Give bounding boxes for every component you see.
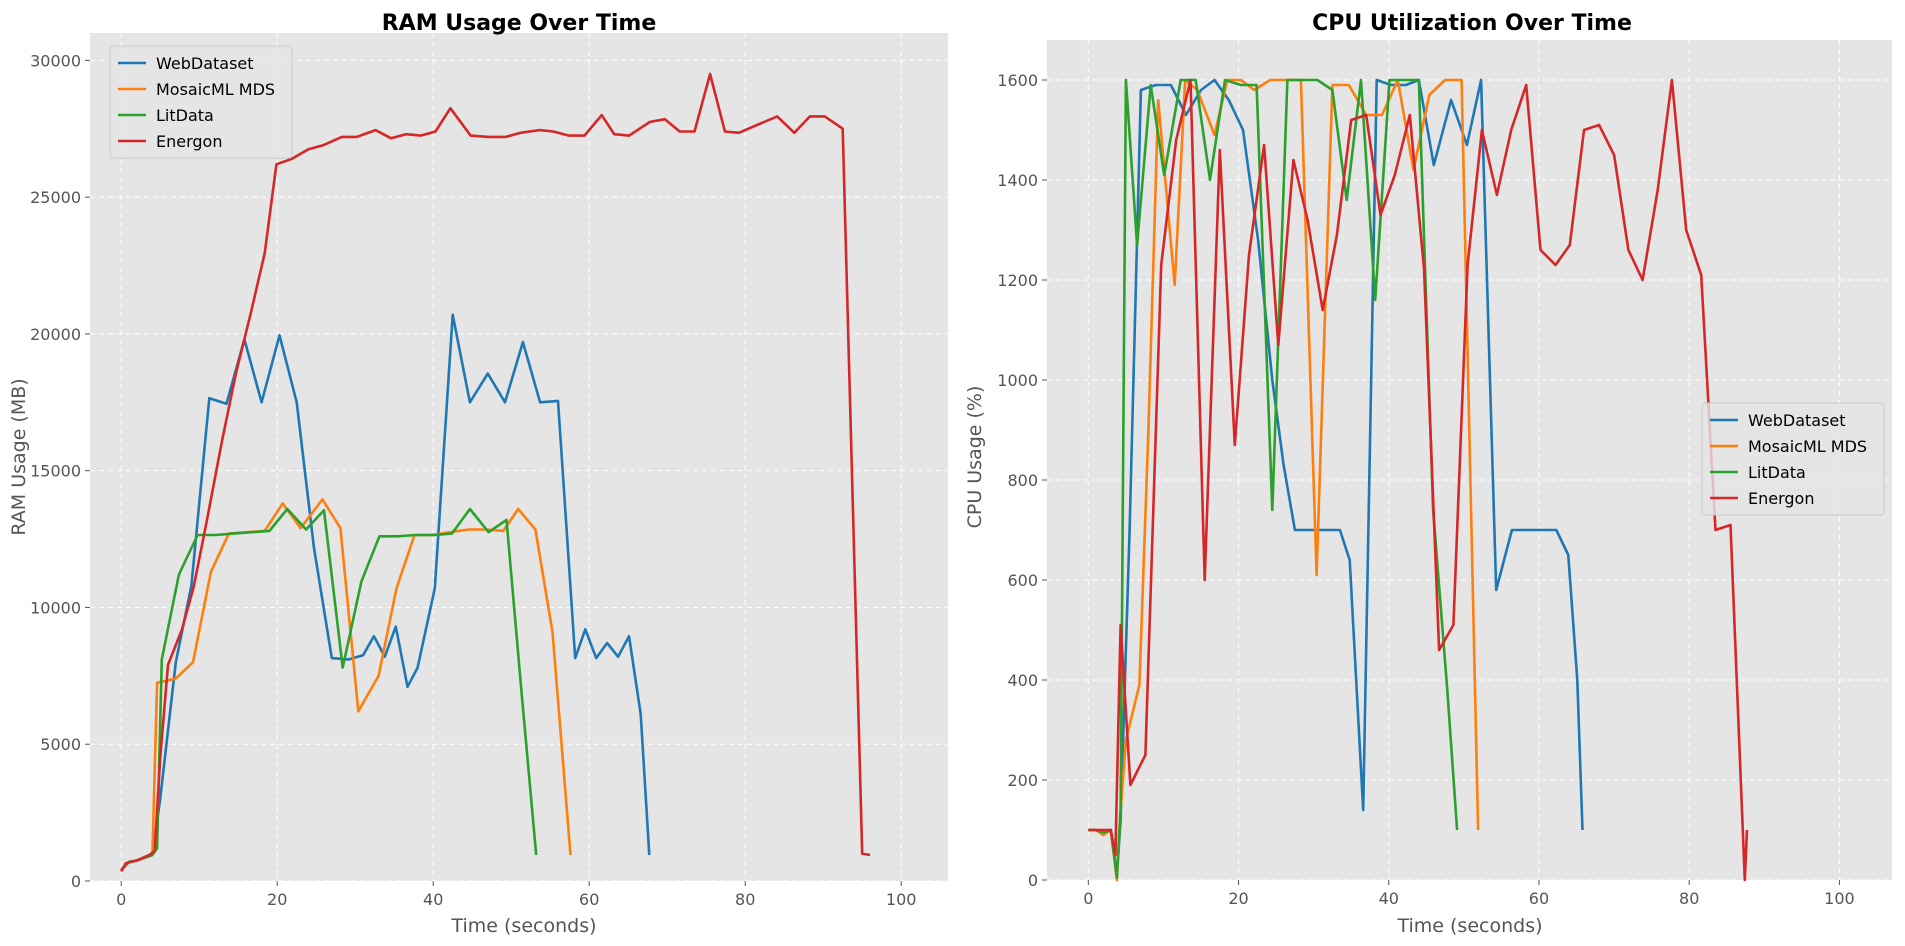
ram-usage-chart: 0 20 40 60 80 100 0 5000 10000 15000 20000 25000 30… [8, 11, 948, 937]
cpu-y-tick-label: 1200 [997, 271, 1038, 290]
cpu-y-tick-label: 1400 [997, 171, 1038, 190]
cpu-x-tick-label: 40 [1379, 889, 1399, 908]
ram-chart-title: RAM Usage Over Time [382, 11, 657, 36]
cpu-legend-label-energon: Energon [1748, 489, 1814, 508]
cpu-legend-box [1701, 402, 1885, 516]
ram-plot-area [90, 33, 948, 881]
cpu-x-tick-label: 60 [1529, 889, 1549, 908]
cpu-legend-label-litdata: LitData [1748, 463, 1806, 482]
ram-x-tick-label: 80 [735, 890, 755, 909]
ram-y-tick-label: 0 [71, 872, 81, 891]
ram-y-tick-label: 15000 [30, 462, 81, 481]
ram-y-tick-label: 30000 [30, 51, 81, 70]
ram-x-axis-label: Time (seconds) [450, 915, 596, 937]
ram-y-ticks: 0 5000 10000 15000 20000 25000 30000 [30, 51, 90, 891]
cpu-x-tick-label: 100 [1824, 889, 1855, 908]
ram-series-lines [120, 72, 871, 873]
ram-legend-label-litdata: LitData [156, 106, 214, 125]
cpu-legend: WebDataset MosaicML MDS LitData Energon [1701, 402, 1885, 516]
cpu-y-tick-label: 1600 [997, 71, 1038, 90]
cpu-series-line-energon [1088, 78, 1749, 882]
cpu-series-line-litdata [1088, 78, 1459, 879]
ram-x-tick-label: 60 [579, 890, 599, 909]
cpu-y-tick-label: 800 [1007, 471, 1038, 490]
ram-y-tick-label: 25000 [30, 188, 81, 207]
ram-x-ticks: 0 20 40 60 80 100 [116, 881, 916, 909]
ram-y-axis-label: RAM Usage (MB) [8, 378, 30, 535]
cpu-x-tick-label: 0 [1083, 889, 1093, 908]
ram-legend: WebDataset MosaicML MDS LitData Energon [109, 45, 293, 159]
ram-x-tick-label: 40 [423, 890, 443, 909]
cpu-y-ticks: 0 200 400 600 800 1000 1200 1400 1600 [997, 71, 1047, 890]
cpu-y-axis-label: CPU Usage (%) [964, 386, 986, 529]
cpu-y-tick-label: 0 [1028, 871, 1038, 890]
cpu-series-lines [1088, 78, 1749, 882]
ram-legend-label-mosaicml-mds: MosaicML MDS [156, 80, 275, 99]
ram-y-tick-label: 20000 [30, 325, 81, 344]
ram-legend-box [109, 45, 293, 159]
ram-y-tick-label: 10000 [30, 598, 81, 617]
cpu-legend-label-mosaicml-mds: MosaicML MDS [1748, 437, 1867, 456]
cpu-utilization-chart: 0 20 40 60 80 100 0 200 400 600 800 1000 1200 1400 16… [964, 11, 1892, 937]
cpu-x-tick-label: 20 [1228, 889, 1248, 908]
cpu-y-tick-label: 600 [1007, 571, 1038, 590]
cpu-chart-title: CPU Utilization Over Time [1312, 11, 1632, 36]
cpu-x-ticks: 0 20 40 60 80 100 [1083, 880, 1855, 908]
ram-x-tick-label: 0 [116, 890, 126, 909]
cpu-y-tick-label: 1000 [997, 371, 1038, 390]
ram-series-line-energon [120, 72, 871, 873]
cpu-y-tick-label: 200 [1007, 771, 1038, 790]
ram-legend-label-energon: Energon [156, 132, 222, 151]
ram-y-tick-label: 5000 [40, 735, 81, 754]
ram-x-tick-label: 100 [886, 890, 917, 909]
cpu-x-axis-label: Time (seconds) [1396, 915, 1542, 937]
cpu-y-tick-label: 400 [1007, 671, 1038, 690]
ram-grid [90, 33, 948, 882]
cpu-grid [1047, 40, 1892, 881]
ram-series-line-webdataset [120, 313, 651, 871]
cpu-legend-label-webdataset: WebDataset [1748, 411, 1846, 430]
ram-legend-label-webdataset: WebDataset [156, 54, 254, 73]
cpu-x-tick-label: 80 [1679, 889, 1699, 908]
ram-x-tick-label: 20 [267, 890, 287, 909]
